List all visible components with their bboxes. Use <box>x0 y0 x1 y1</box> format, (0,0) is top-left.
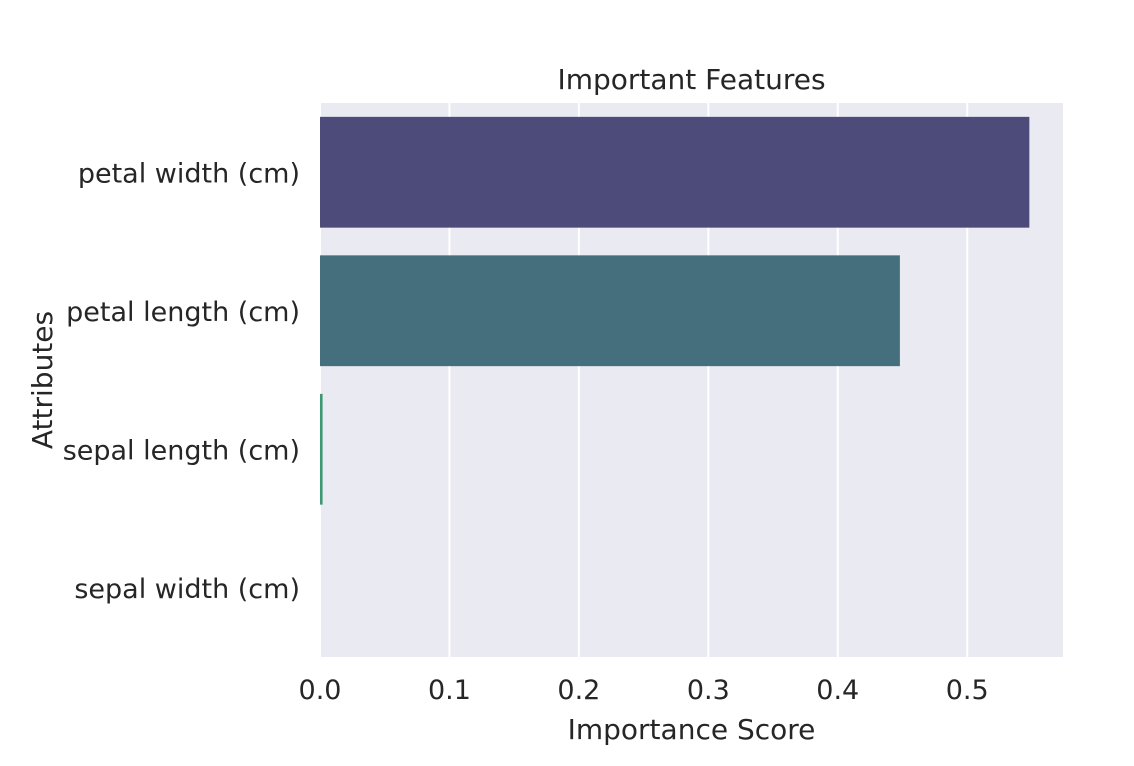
x-tick-label: 0.3 <box>687 675 730 706</box>
x-tick-label: 0.1 <box>428 675 471 706</box>
bar <box>320 255 900 367</box>
bar <box>320 116 1030 228</box>
y-tick-label: sepal length (cm) <box>63 435 300 466</box>
chart-title: Important Features <box>557 63 825 96</box>
y-tick-labels: petal width (cm) petal length (cm) sepal l… <box>63 158 300 605</box>
bars <box>320 116 1030 505</box>
y-tick-label: sepal width (cm) <box>74 574 300 605</box>
x-tick-label: 0.0 <box>299 675 342 706</box>
x-axis-label: Importance Score <box>568 713 816 746</box>
x-tick-label: 0.5 <box>946 675 989 706</box>
x-tick-label: 0.4 <box>816 675 859 706</box>
y-axis-label: Attributes <box>26 311 59 449</box>
x-tick-labels: 0.0 0.1 0.2 0.3 0.4 0.5 <box>299 675 989 706</box>
y-tick-label: petal length (cm) <box>66 297 300 328</box>
y-tick-label: petal width (cm) <box>78 158 300 189</box>
x-tick-label: 0.2 <box>557 675 600 706</box>
bar <box>320 393 323 505</box>
